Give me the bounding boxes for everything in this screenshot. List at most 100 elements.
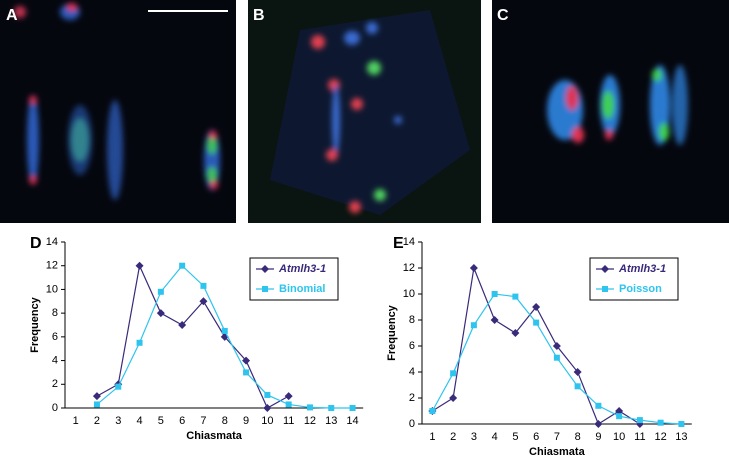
x-axis-title: Chiasmata [186, 430, 243, 442]
marker [264, 391, 271, 398]
marker [601, 265, 609, 273]
marker [573, 368, 582, 376]
marker [199, 297, 208, 306]
panel-label: B [253, 7, 265, 24]
x-tick-label: 12 [304, 415, 316, 427]
micrograph-c [492, 0, 729, 223]
marker [595, 402, 602, 409]
marker [221, 327, 228, 334]
y-tick-label: 6 [409, 340, 415, 352]
marker [200, 282, 207, 289]
y-tick-label: 8 [409, 314, 415, 326]
y-axis-title: Frequency [386, 304, 398, 361]
marker [602, 286, 608, 292]
marker [157, 288, 164, 295]
x-tick-label: 9 [243, 415, 249, 427]
x-tick-label: 5 [158, 415, 164, 427]
panel-label: D [30, 235, 42, 252]
marker [178, 321, 187, 329]
marker [553, 354, 560, 361]
marker [262, 286, 268, 292]
legend-label: Atmlh3-1 [278, 263, 326, 275]
y-tick-label: 14 [403, 236, 415, 248]
y-tick-label: 12 [46, 260, 58, 272]
x-tick-label: 3 [115, 415, 121, 427]
marker [261, 265, 269, 273]
marker [594, 420, 603, 428]
marker [284, 392, 293, 401]
marker [470, 322, 477, 329]
y-tick-label: 10 [403, 288, 415, 300]
marker [450, 370, 457, 377]
y-tick-label: 12 [403, 262, 415, 274]
micrograph-a [0, 0, 236, 223]
marker [657, 419, 664, 426]
y-tick-label: 6 [52, 331, 58, 343]
marker [92, 392, 101, 401]
marker [511, 329, 520, 337]
marker [616, 413, 623, 420]
marker [328, 405, 335, 411]
marker [491, 291, 498, 297]
x-tick-label: 7 [554, 431, 560, 443]
x-tick-label: 8 [575, 431, 581, 443]
marker [678, 421, 685, 427]
marker [449, 394, 458, 402]
x-tick-label: 9 [595, 431, 601, 443]
marker [156, 309, 165, 318]
x-tick-label: 12 [655, 431, 667, 443]
panel-label: E [393, 235, 404, 252]
marker [512, 293, 519, 300]
marker [306, 404, 313, 411]
x-tick-label: 1 [429, 431, 435, 443]
x-tick-label: 2 [450, 431, 456, 443]
legend-box [589, 257, 679, 301]
x-tick-label: 11 [634, 431, 645, 443]
marker [636, 417, 643, 424]
y-axis-title: Frequency [29, 296, 41, 353]
marker [533, 319, 540, 326]
legend-label: Binomial [279, 283, 325, 295]
x-tick-label: 3 [471, 431, 477, 443]
micrograph-b [248, 0, 481, 223]
x-tick-label: 4 [492, 431, 498, 443]
x-tick-label: 10 [261, 415, 273, 427]
x-tick-label: 14 [346, 415, 358, 427]
x-axis-title: Chiasmata [529, 446, 586, 457]
x-tick-label: 2 [94, 415, 100, 427]
marker [349, 405, 356, 411]
y-tick-label: 2 [409, 392, 415, 404]
marker [243, 369, 250, 376]
x-tick-label: 13 [675, 431, 687, 443]
marker [429, 408, 436, 414]
x-tick-label: 6 [179, 415, 185, 427]
y-tick-label: 2 [52, 378, 58, 390]
x-tick-label: 11 [283, 415, 294, 427]
marker [552, 342, 561, 350]
marker [93, 401, 100, 408]
marker [615, 407, 624, 415]
x-tick-label: 6 [533, 431, 539, 443]
legend-label: Poisson [619, 283, 662, 295]
marker [285, 401, 292, 408]
y-tick-label: 0 [409, 418, 415, 430]
y-tick-label: 14 [46, 236, 58, 248]
marker [242, 356, 251, 365]
marker [179, 262, 186, 269]
panel-label: C [497, 7, 509, 24]
x-tick-label: 8 [222, 415, 228, 427]
legend-box [249, 257, 339, 301]
y-tick-label: 4 [409, 366, 415, 378]
x-tick-label: 5 [512, 431, 518, 443]
marker [135, 261, 144, 270]
x-tick-label: 13 [325, 415, 337, 427]
y-tick-label: 4 [52, 354, 58, 366]
legend-label: Atmlh3-1 [618, 263, 666, 275]
marker [532, 303, 541, 311]
marker [469, 264, 478, 272]
x-tick-label: 7 [200, 415, 206, 427]
marker [115, 383, 122, 390]
marker [574, 383, 581, 390]
y-tick-label: 0 [52, 402, 58, 414]
